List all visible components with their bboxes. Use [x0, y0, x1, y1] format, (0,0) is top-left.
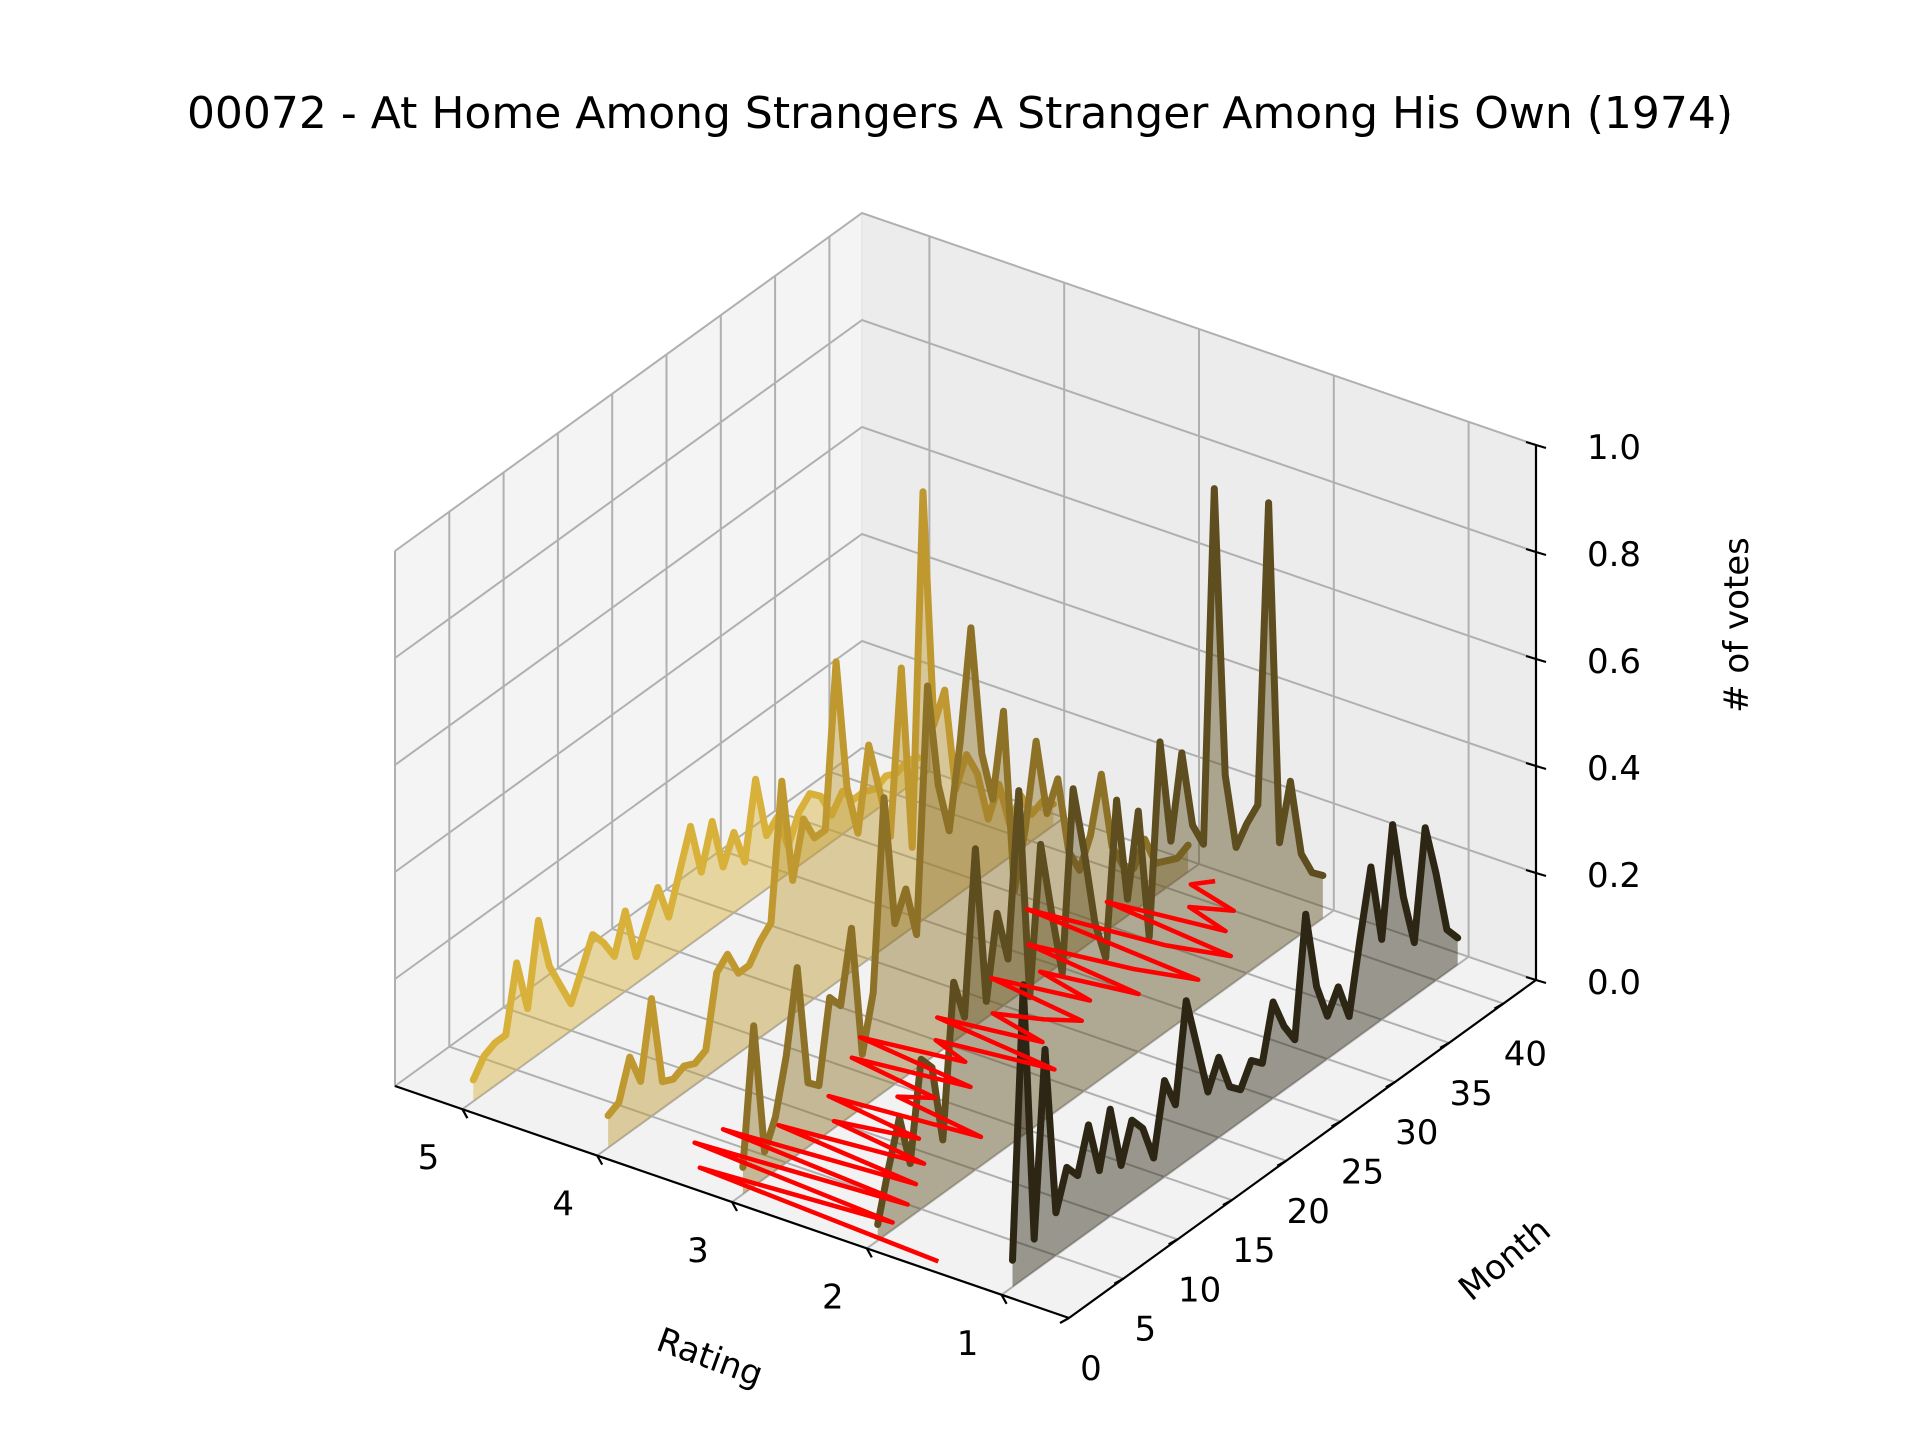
series-fill-rating-1 [1012, 824, 1458, 1287]
y-tick-mark [1168, 1238, 1179, 1246]
chart-title: 00072 - At Home Among Strangers A Strang… [187, 88, 1733, 139]
x-tick-label: 2 [822, 1277, 844, 1317]
x-tick-label: 4 [552, 1185, 574, 1225]
y-tick-mark [1439, 1041, 1450, 1049]
z-tick-label: 0.6 [1587, 642, 1641, 682]
z-axis-label: # of votes [1717, 537, 1757, 713]
z-tick-label: 0.2 [1587, 856, 1641, 896]
y-tick-label: 15 [1232, 1231, 1275, 1271]
x-tick-mark [865, 1247, 873, 1258]
series-line-rating-1 [1009, 821, 1462, 1264]
z-tick-mark [1525, 975, 1547, 985]
y-tick-mark [1222, 1199, 1233, 1207]
y-tick-label: 35 [1449, 1074, 1492, 1114]
z-tick-label: 0.8 [1587, 535, 1641, 575]
z-tick-mark [1525, 868, 1547, 878]
y-tick-mark [1493, 1002, 1504, 1010]
x-tick-label: 5 [418, 1138, 440, 1178]
grid-line-votes [394, 639, 1537, 980]
y-axis-label: Month [1451, 1210, 1558, 1309]
z-tick-label: 0.4 [1587, 749, 1641, 789]
x-tick-mark [1000, 1294, 1008, 1305]
x-tick-mark [461, 1108, 469, 1119]
z-tick-mark [1525, 547, 1547, 557]
grid-line-votes [394, 318, 1537, 659]
y-tick-mark [1330, 1120, 1342, 1128]
y-axis-line [1068, 979, 1537, 1319]
series-line-rating-4 [604, 488, 1057, 1120]
grid-line-votes [394, 532, 1537, 873]
y-tick-mark [1276, 1159, 1287, 1167]
y-tick-label: 10 [1178, 1270, 1221, 1310]
y-tick-label: 25 [1341, 1152, 1384, 1192]
y-tick-label: 5 [1134, 1310, 1156, 1350]
x-axis-label: Rating [651, 1320, 768, 1395]
z-tick-mark [1525, 761, 1547, 771]
series-layer [469, 485, 1462, 1287]
z-tick-mark [1525, 440, 1547, 450]
y-tick-mark [1113, 1277, 1124, 1285]
x-tick-label: 3 [687, 1231, 709, 1271]
x-tick-label: 1 [957, 1324, 979, 1364]
x-tick-mark [731, 1201, 738, 1212]
y-tick-label: 30 [1395, 1113, 1438, 1153]
y-tick-mark [1059, 1317, 1070, 1324]
z-tick-label: 0.0 [1587, 963, 1641, 1003]
y-tick-label: 40 [1504, 1035, 1547, 1075]
y-tick-label: 0 [1080, 1349, 1102, 1389]
grid-line-votes [394, 425, 1537, 766]
z-tick-mark [1525, 654, 1547, 664]
grid-line-votes [394, 211, 1537, 552]
z-tick-label: 1.0 [1587, 428, 1641, 468]
y-tick-label: 20 [1287, 1192, 1330, 1232]
series-fill-rating-5 [473, 757, 919, 1102]
x-tick-mark [596, 1155, 604, 1166]
y-tick-mark [1385, 1081, 1396, 1089]
series-line-rating-5 [469, 754, 922, 1084]
series-fill-rating-3 [742, 627, 1189, 1195]
series-fill-rating-4 [608, 491, 1054, 1148]
mean-rating-line [692, 878, 1237, 1264]
